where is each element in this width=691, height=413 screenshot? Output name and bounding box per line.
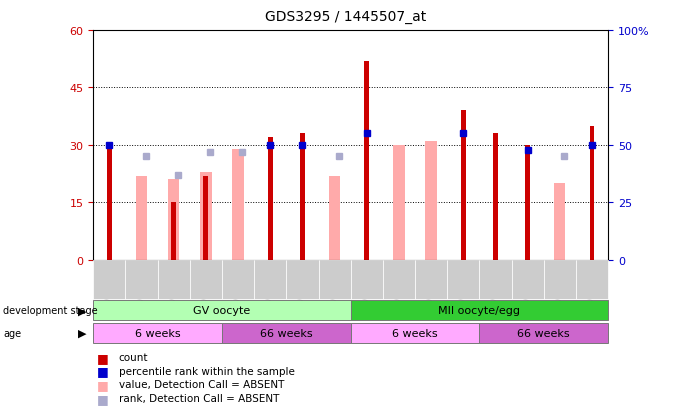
Text: 6 weeks: 6 weeks	[392, 328, 438, 338]
Bar	[268, 138, 273, 260]
Text: 6 weeks: 6 weeks	[135, 328, 180, 338]
Bar	[415, 260, 447, 299]
Bar	[168, 180, 180, 260]
Text: value, Detection Call = ABSENT: value, Detection Call = ABSENT	[119, 380, 284, 389]
Text: rank, Detection Call = ABSENT: rank, Detection Call = ABSENT	[119, 393, 279, 403]
Text: percentile rank within the sample: percentile rank within the sample	[119, 366, 295, 376]
Bar	[319, 260, 351, 299]
Text: ▶: ▶	[78, 328, 86, 338]
Bar	[222, 323, 351, 343]
Bar	[107, 146, 112, 260]
Bar	[383, 260, 415, 299]
Bar	[200, 172, 211, 260]
Bar	[126, 260, 158, 299]
Bar	[158, 260, 190, 299]
Bar	[589, 126, 594, 260]
Bar	[254, 260, 286, 299]
Text: ■: ■	[97, 351, 108, 364]
Text: MII oocyte/egg: MII oocyte/egg	[438, 305, 520, 315]
Text: ■: ■	[97, 378, 108, 391]
Bar	[393, 146, 404, 260]
Bar	[171, 203, 176, 260]
Bar	[222, 260, 254, 299]
Bar	[576, 260, 608, 299]
Bar	[525, 146, 530, 260]
Bar	[480, 260, 511, 299]
Bar	[461, 111, 466, 260]
Bar	[364, 62, 369, 260]
Bar	[426, 142, 437, 260]
Text: ▶: ▶	[78, 306, 86, 316]
Bar	[447, 260, 480, 299]
Bar	[329, 176, 340, 260]
Text: ■: ■	[97, 392, 108, 405]
Bar	[300, 134, 305, 260]
Bar	[493, 134, 498, 260]
Text: age: age	[3, 328, 21, 338]
Bar	[203, 176, 208, 260]
Bar	[190, 260, 222, 299]
Bar	[351, 300, 608, 320]
Bar	[480, 323, 608, 343]
Bar	[93, 323, 222, 343]
Text: count: count	[119, 352, 149, 362]
Text: ■: ■	[97, 364, 108, 377]
Text: 66 weeks: 66 weeks	[518, 328, 570, 338]
Bar	[351, 323, 480, 343]
Bar	[232, 150, 244, 260]
Bar	[136, 176, 147, 260]
Bar	[351, 260, 383, 299]
Bar	[511, 260, 544, 299]
Text: GV oocyte: GV oocyte	[193, 305, 251, 315]
Bar	[286, 260, 319, 299]
Text: 66 weeks: 66 weeks	[260, 328, 312, 338]
Bar	[554, 184, 565, 260]
Bar	[93, 260, 126, 299]
Bar	[93, 300, 351, 320]
Text: GDS3295 / 1445507_at: GDS3295 / 1445507_at	[265, 10, 426, 24]
Bar	[544, 260, 576, 299]
Text: development stage: development stage	[3, 306, 98, 316]
